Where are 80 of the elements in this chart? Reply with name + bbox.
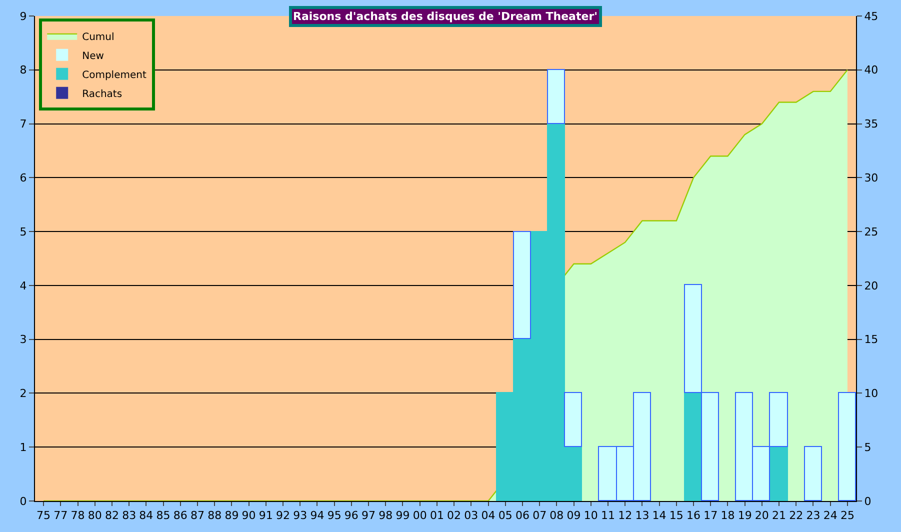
y-tick-label: 5 [20,225,27,238]
x-tick-label: 04 [481,509,496,522]
legend-label: Rachats [82,88,122,100]
bar [684,392,702,501]
bar [838,392,856,501]
x-tick-label: 18 [720,509,735,522]
y-tick-label: 8 [20,64,27,77]
bar [564,392,582,447]
x-tick-label: 78 [70,509,85,522]
legend-label: Complement [82,70,146,81]
x-tick-label: 17 [704,509,718,522]
x-tick-label: 88 [208,509,222,522]
x-tick-label: 05 [498,509,512,522]
x-tick-label: 00 [412,509,427,522]
x-tick-label: 14 [652,509,666,522]
y2-tick-label: 35 [864,118,878,131]
x-tick-label: 91 [258,509,273,522]
x-tick-label: 19 [738,509,752,522]
legend-label: New [82,50,104,62]
bar [546,68,565,124]
x-tick-label: 85 [156,509,170,522]
x-tick-label: 92 [276,509,290,522]
x-tick-label: 21 [772,509,786,522]
x-tick-label: 10 [584,509,598,522]
y-tick-label: 1 [20,440,27,454]
x-tick-label: 24 [823,509,838,522]
x-tick-label: 95 [327,509,342,522]
x-tick-label: 11 [600,509,615,522]
y-tick-label: 2 [20,387,27,400]
x-tick-label: 98 [378,509,393,522]
y2-tick-label: 40 [864,64,878,77]
bar [768,446,788,501]
x-tick-label: 93 [293,509,308,522]
y2-tick-label: 0 [864,494,872,508]
x-tick-label: 77 [54,509,68,522]
x-tick-label: 23 [806,509,820,522]
x-tick-label: 08 [550,509,564,522]
y-tick-label: 3 [20,333,27,346]
x-tick-label: 99 [396,509,410,522]
x-tick-label: 09 [566,509,581,522]
x-tick-label: 89 [224,509,239,522]
x-tick-label: 16 [686,509,701,522]
bar [804,446,822,501]
x-tick-label: 02 [447,509,462,522]
y-tick-label: 9 [20,10,27,23]
y2-tick-label: 25 [864,225,878,238]
x-tick-label: 25 [840,509,854,522]
x-tick-label: 15 [669,509,684,522]
y-tick-label: 6 [20,172,27,185]
x-tick-label: 22 [789,509,804,522]
y2-tick-label: 5 [864,440,872,454]
x-tick-label: 86 [173,509,188,522]
x-tick-label: 12 [618,509,632,522]
x-tick-label: 80 [88,509,102,522]
x-tick-label: 20 [754,509,769,522]
x-tick-label: 75 [36,509,51,522]
chart-title: Raisons d'achats des disques de 'Dream Theater' [293,10,598,23]
y-tick-label: 7 [20,118,27,131]
y2-tick-label: 15 [864,333,878,346]
x-tick-label: 94 [310,509,324,522]
x-tick-label: 06 [515,509,530,522]
x-tick-label: 82 [104,509,119,522]
y2-tick-label: 45 [864,10,878,23]
x-tick-label: 87 [190,509,204,522]
x-tick-label: 97 [362,509,376,522]
y2-tick-label: 20 [864,279,878,292]
y-tick-label: 4 [20,279,27,292]
y2-tick-label: 10 [864,387,878,400]
x-tick-label: 07 [532,509,547,522]
x-tick-label: 90 [242,509,256,522]
y2-tick-label: 30 [864,172,878,185]
legend-label: Cumul [82,32,114,43]
x-tick-label: 01 [430,509,444,522]
x-tick-label: 03 [464,509,478,522]
y-tick-label: 0 [20,494,27,508]
x-tick-label: 13 [635,509,650,522]
x-tick-label: 83 [122,509,136,522]
bar [512,230,531,339]
x-tick-label: 96 [344,509,358,522]
x-tick-label: 84 [139,509,154,522]
